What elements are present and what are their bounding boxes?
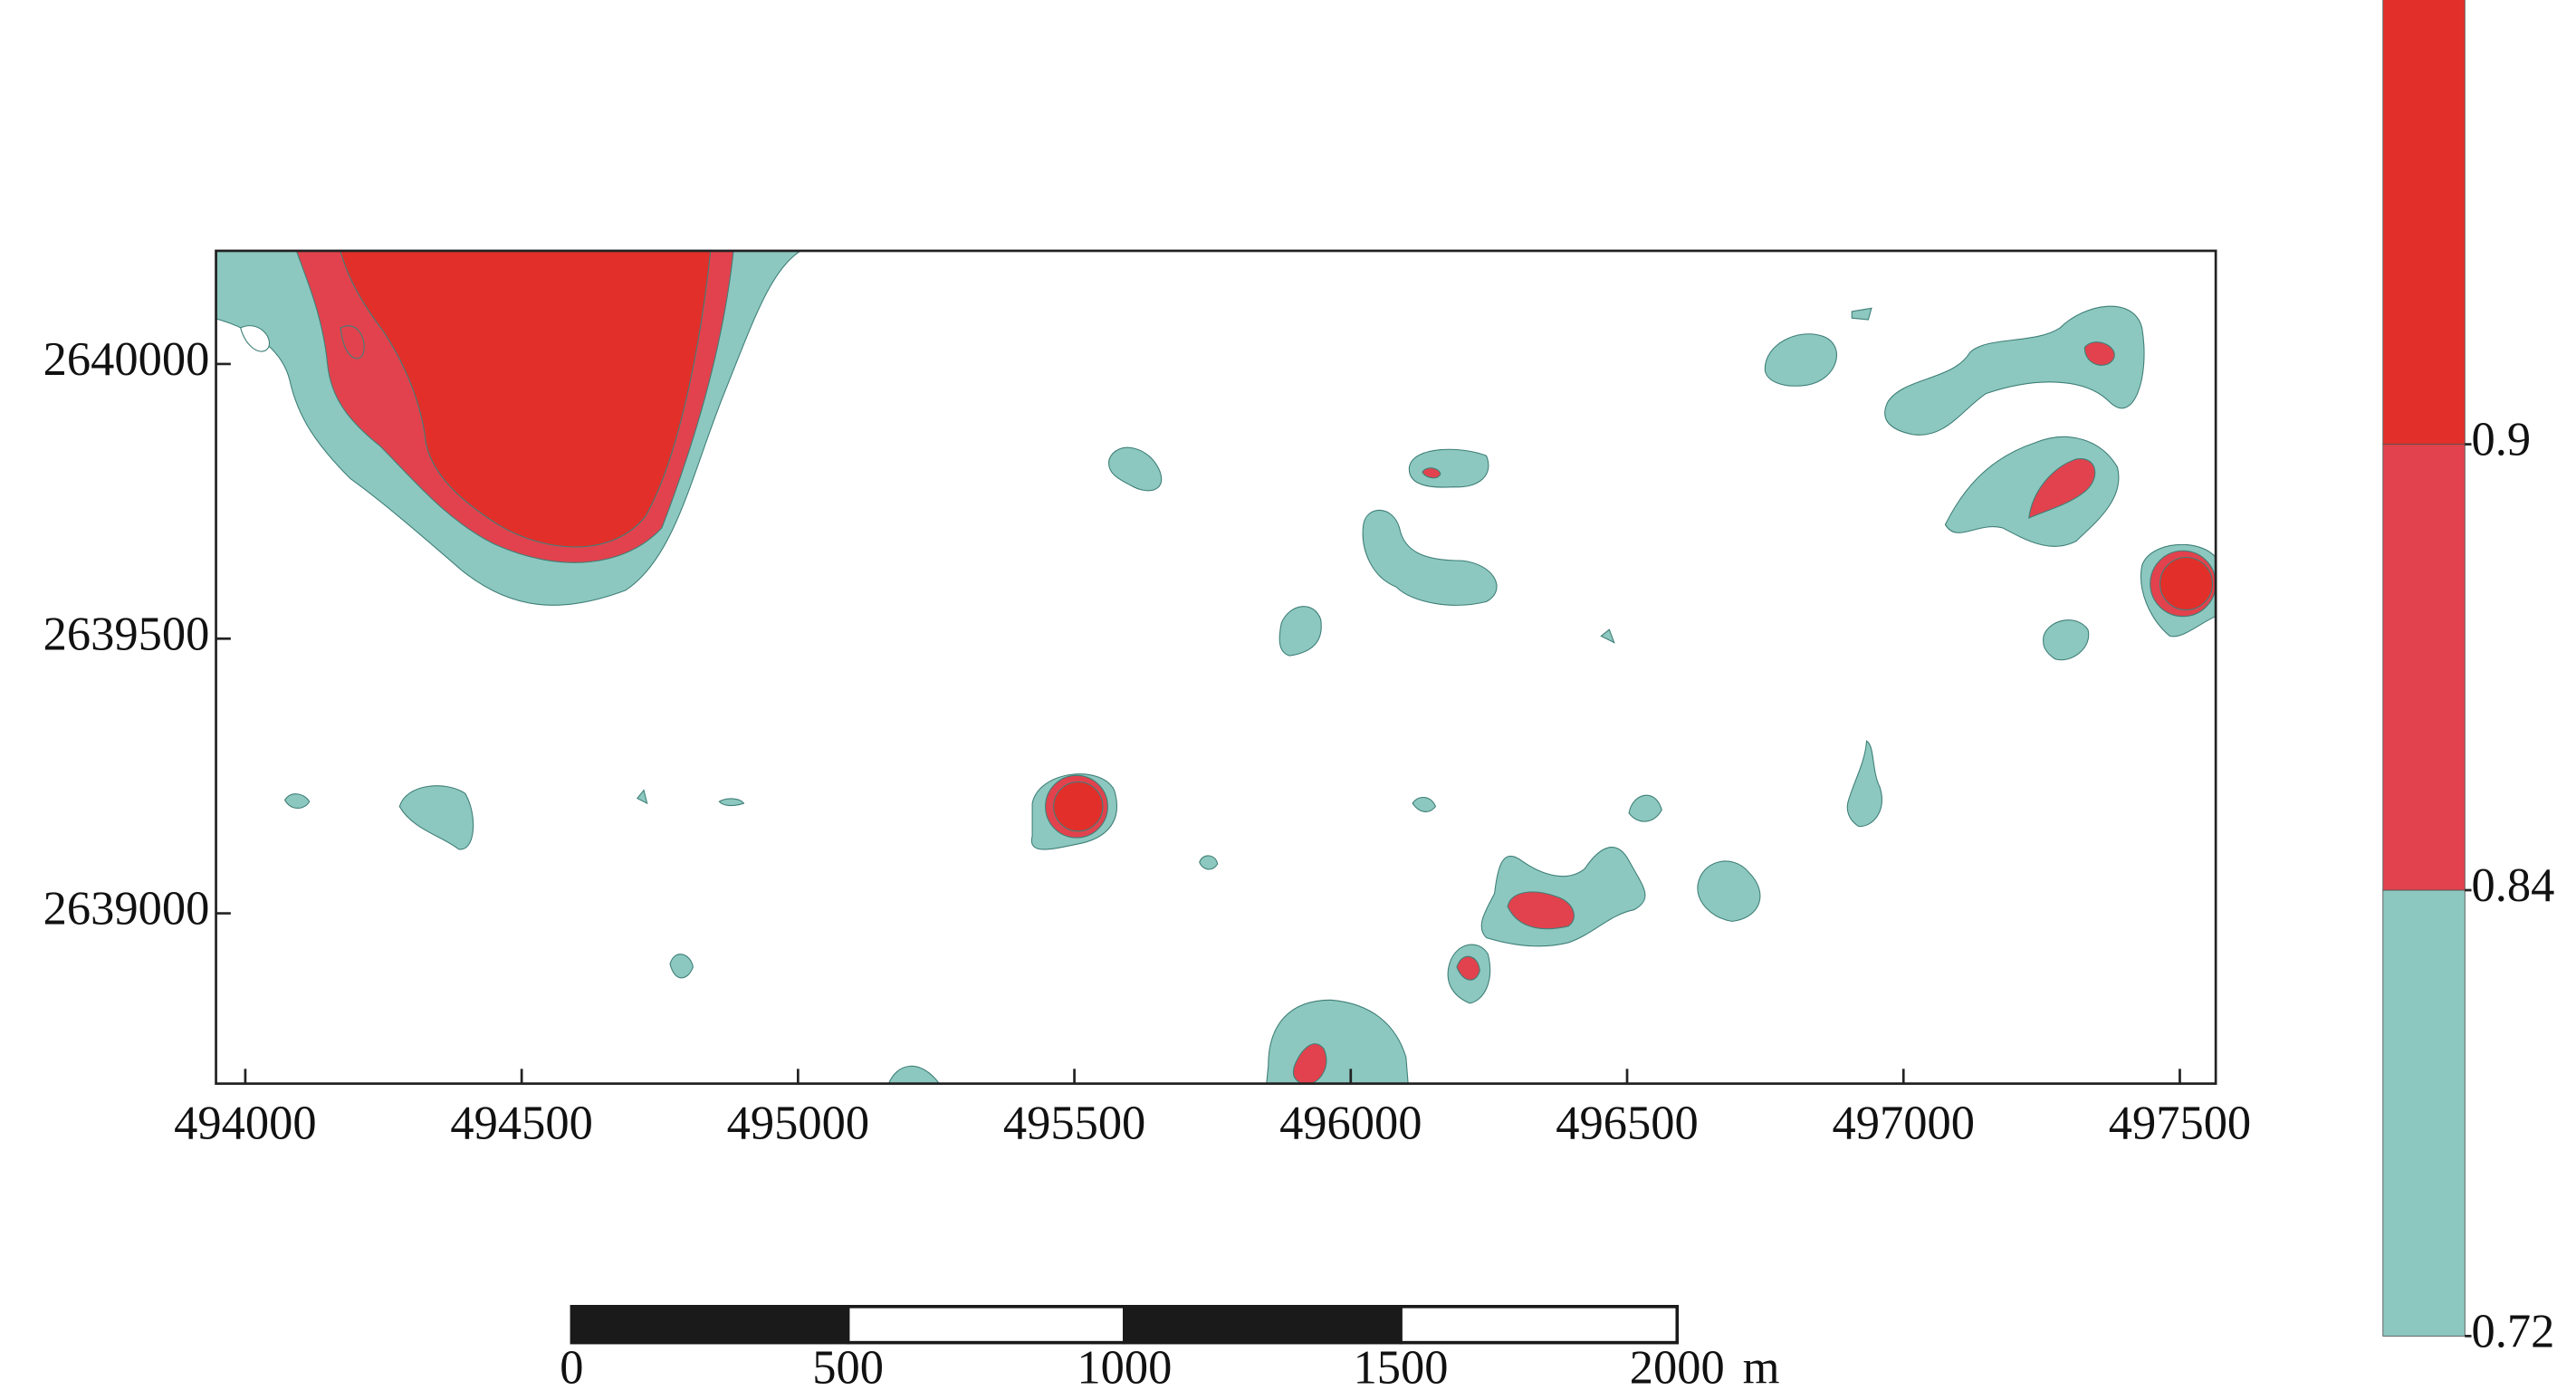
contour-region — [888, 1065, 940, 1084]
contour-region — [1199, 855, 1219, 870]
y-tick-label: 2639500 — [43, 608, 210, 660]
contour-region — [283, 793, 311, 810]
contour-region — [1846, 740, 1882, 827]
scale-label: 1500 — [1354, 1341, 1449, 1394]
contour-hole — [240, 325, 271, 352]
contour-region — [1408, 448, 1489, 488]
contour-region — [2159, 556, 2214, 610]
colorbar-label: 0.84 — [2472, 859, 2555, 912]
colorbar-label: 0.72 — [2472, 1305, 2555, 1357]
contour-region — [1884, 305, 2145, 436]
contours — [215, 250, 2217, 1084]
scale-label: 500 — [812, 1341, 884, 1394]
contour-region — [1278, 606, 1322, 657]
plot-frame — [215, 249, 2217, 1085]
y-tick-label: 2639000 — [43, 883, 210, 935]
contour-region — [2043, 619, 2090, 661]
scale-segment — [570, 1305, 850, 1345]
contour-region — [1697, 860, 1761, 922]
colorbar-band — [2382, 444, 2466, 891]
y-tick-label: 2640000 — [43, 333, 210, 386]
contour-region — [1764, 333, 1837, 387]
contour-region — [2083, 341, 2115, 366]
x-tick-label: 497000 — [1833, 1098, 1975, 1150]
contour-region — [1628, 794, 1662, 822]
contour-region — [1851, 307, 1872, 321]
contour-region — [340, 325, 365, 360]
scale-unit: m — [1743, 1341, 1780, 1394]
contour-region — [1053, 781, 1104, 832]
contour-region — [1412, 797, 1437, 812]
contour-region — [1507, 891, 1575, 930]
x-tick-label: 494000 — [174, 1098, 316, 1150]
contour-region — [1108, 446, 1163, 492]
x-tick-label: 495000 — [727, 1098, 869, 1150]
contour-region — [669, 954, 694, 979]
contour-region — [1456, 955, 1480, 981]
x-tick-label: 496000 — [1279, 1098, 1422, 1150]
contour-region — [2028, 458, 2096, 519]
contour-region — [398, 785, 474, 850]
scale-segment — [846, 1305, 1126, 1345]
contour-region — [340, 250, 712, 548]
scale-segment — [1123, 1305, 1403, 1345]
x-tick-label: 495500 — [1003, 1098, 1145, 1150]
colorbar-band — [2382, 0, 2466, 446]
x-tick-label: 497500 — [2109, 1098, 2251, 1150]
contour-region — [1600, 628, 1615, 644]
colorbar-band — [2382, 889, 2466, 1337]
contour-region — [1362, 509, 1498, 606]
contour-region — [1292, 1043, 1327, 1084]
colorbar-label: 0.9 — [2472, 414, 2532, 466]
contour-region — [636, 789, 648, 805]
scale-label: 2000 — [1630, 1341, 1725, 1394]
contour-region — [718, 798, 745, 807]
x-tick-label: 494500 — [450, 1098, 592, 1150]
scale-label: 1000 — [1077, 1341, 1172, 1394]
contour-region — [1422, 467, 1441, 479]
x-tick-label: 496500 — [1556, 1098, 1698, 1150]
scale-label: 0 — [560, 1341, 583, 1394]
scale-segment — [1399, 1305, 1680, 1345]
